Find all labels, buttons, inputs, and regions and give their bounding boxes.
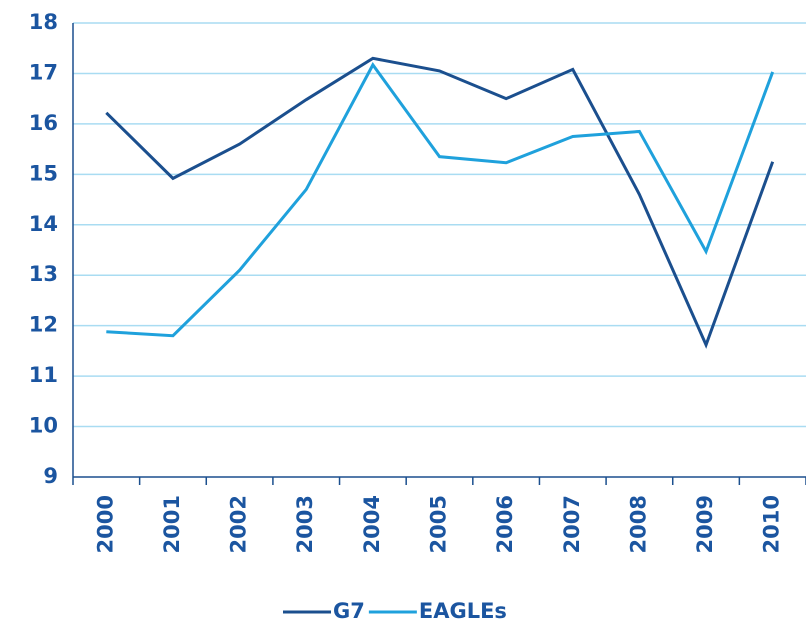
x-tick-label: 2008	[626, 495, 650, 553]
legend-label: EAGLEs	[419, 599, 507, 623]
series-line	[106, 62, 775, 338]
y-tick-label: 9	[43, 464, 58, 488]
y-tick-label: 13	[29, 262, 58, 286]
x-tick-label: 2009	[693, 495, 717, 553]
x-tick-label: 2010	[760, 495, 784, 553]
y-tick-label: 17	[29, 60, 58, 84]
y-tick-label: 14	[29, 212, 58, 236]
y-tick-label: 15	[29, 161, 58, 185]
x-tick-label: 2003	[293, 495, 317, 553]
x-tick-label: 2000	[93, 495, 117, 553]
y-tick-label: 18	[29, 10, 58, 34]
legend-label: G7	[333, 599, 365, 623]
x-tick-label: 2007	[560, 495, 584, 553]
x-tick-label: 2002	[227, 495, 251, 553]
series-line	[105, 56, 775, 349]
y-tick-label: 11	[29, 363, 58, 387]
legend: G7 EAGLEs	[283, 599, 507, 623]
y-tick-label: 10	[29, 414, 58, 438]
y-tick-label: 12	[29, 313, 58, 337]
y-tick-label: 16	[29, 111, 58, 135]
x-tick-label: 2005	[427, 495, 451, 553]
x-tick-label: 2001	[160, 495, 184, 553]
x-tick-label: 2006	[493, 495, 517, 553]
x-tick-label: 2004	[360, 495, 384, 553]
